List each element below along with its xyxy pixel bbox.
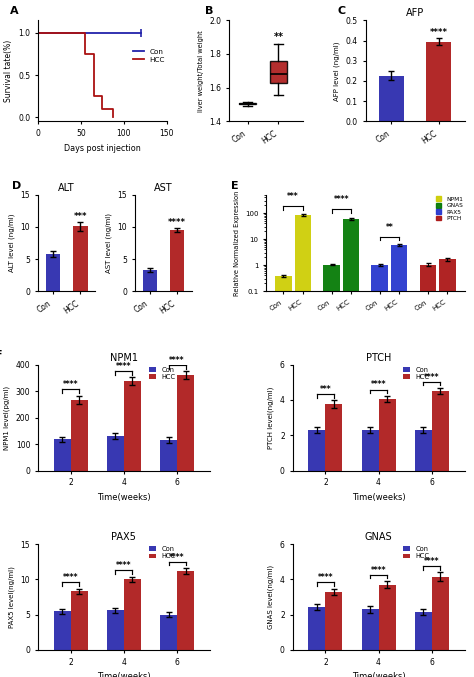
Bar	[419, 265, 436, 677]
Bar	[71, 399, 88, 471]
Text: ****: ****	[169, 552, 185, 562]
Bar	[107, 436, 124, 471]
Title: GNAS: GNAS	[365, 532, 392, 542]
Bar	[177, 571, 194, 650]
Legend: Con, HCC: Con, HCC	[132, 48, 165, 63]
Text: ****: ****	[424, 372, 439, 382]
Bar	[309, 607, 326, 650]
Text: ****: ****	[318, 573, 333, 582]
Text: ****: ****	[424, 557, 439, 566]
Bar	[426, 41, 451, 121]
Bar	[372, 265, 388, 677]
Title: ALT: ALT	[58, 183, 75, 193]
Title: AST: AST	[154, 183, 173, 193]
Text: ****: ****	[116, 561, 132, 570]
Bar	[124, 580, 141, 650]
Text: ****: ****	[168, 219, 186, 227]
Text: ***: ***	[287, 192, 299, 201]
Y-axis label: PTCH level(ng/ml): PTCH level(ng/ml)	[268, 387, 274, 449]
Bar	[379, 399, 395, 471]
Text: ****: ****	[371, 380, 386, 389]
X-axis label: Time(weeks): Time(weeks)	[352, 493, 405, 502]
X-axis label: Days post injection: Days post injection	[64, 144, 141, 152]
Bar	[160, 615, 177, 650]
Bar	[107, 611, 124, 650]
Bar	[295, 215, 311, 677]
Bar	[177, 375, 194, 471]
Legend: Con, HCC: Con, HCC	[402, 366, 430, 380]
Text: ***: ***	[319, 385, 331, 394]
Text: ****: ****	[116, 362, 132, 371]
Title: AFP: AFP	[406, 8, 424, 18]
Title: PTCH: PTCH	[366, 353, 391, 362]
Bar	[124, 381, 141, 471]
Bar	[439, 259, 456, 677]
Y-axis label: Relative Normalized Expression: Relative Normalized Expression	[234, 190, 239, 296]
Title: PAX5: PAX5	[111, 532, 137, 542]
Text: ****: ****	[371, 566, 386, 575]
PathPatch shape	[239, 103, 256, 104]
Y-axis label: ALT level (ng/ml): ALT level (ng/ml)	[9, 214, 15, 272]
Y-axis label: NPM1 level(pg/ml): NPM1 level(pg/ml)	[4, 385, 10, 450]
Text: ****: ****	[63, 573, 79, 582]
PathPatch shape	[270, 62, 287, 83]
Bar	[343, 219, 359, 677]
Bar	[415, 612, 432, 650]
Text: B: B	[205, 6, 214, 16]
Text: F: F	[0, 350, 2, 360]
Y-axis label: PAX5 level(ng/ml): PAX5 level(ng/ml)	[9, 566, 15, 628]
Bar	[391, 245, 407, 677]
Bar	[143, 270, 157, 291]
Text: C: C	[338, 6, 346, 16]
Bar	[379, 585, 395, 650]
Y-axis label: liver weight/Total weight: liver weight/Total weight	[198, 30, 204, 112]
Y-axis label: Survival tate(%): Survival tate(%)	[4, 40, 13, 102]
Text: E: E	[230, 181, 238, 191]
Bar	[326, 404, 342, 471]
Legend: NPM1, GNAS, PAX5, PTCH: NPM1, GNAS, PAX5, PTCH	[435, 196, 464, 221]
X-axis label: Time(weeks): Time(weeks)	[352, 672, 405, 677]
Legend: Con, HCC: Con, HCC	[148, 545, 176, 560]
Text: ****: ****	[429, 28, 447, 37]
Bar	[323, 265, 340, 677]
Text: **: **	[385, 223, 393, 232]
X-axis label: Time(weeks): Time(weeks)	[97, 672, 151, 677]
Bar	[71, 592, 88, 650]
Legend: Con, HCC: Con, HCC	[148, 366, 176, 380]
Title: NPM1: NPM1	[110, 353, 138, 362]
Bar	[275, 276, 292, 677]
Bar	[326, 592, 342, 650]
Y-axis label: AST level (ng/ml): AST level (ng/ml)	[105, 213, 112, 273]
Bar	[432, 577, 448, 650]
Bar	[415, 430, 432, 471]
Y-axis label: AFP level (ng/ml): AFP level (ng/ml)	[334, 41, 340, 101]
Text: A: A	[9, 6, 18, 16]
Text: ****: ****	[334, 195, 349, 204]
Bar	[54, 439, 71, 471]
Legend: Con, HCC: Con, HCC	[402, 545, 430, 560]
Text: D: D	[12, 181, 21, 191]
Bar	[54, 611, 71, 650]
Text: ***: ***	[73, 213, 87, 221]
Bar	[362, 430, 379, 471]
Bar	[73, 226, 88, 291]
Text: **: **	[273, 32, 283, 42]
Bar	[160, 440, 177, 471]
Bar	[379, 76, 404, 121]
Bar	[46, 254, 60, 291]
Bar	[170, 230, 184, 291]
Text: ****: ****	[169, 356, 185, 365]
X-axis label: Time(weeks): Time(weeks)	[97, 493, 151, 502]
Bar	[309, 430, 326, 471]
Bar	[432, 391, 448, 471]
Bar	[362, 609, 379, 650]
Text: ****: ****	[63, 380, 79, 389]
Y-axis label: GNAS level(ng/ml): GNAS level(ng/ml)	[268, 565, 274, 629]
